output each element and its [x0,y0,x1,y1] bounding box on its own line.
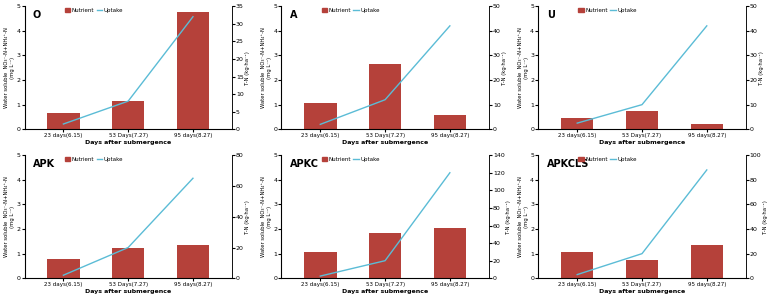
Bar [177,12,209,129]
Y-axis label: Water soluble  NO₃⁻-N+NH₄⁺-N
(mg L⁻¹): Water soluble NO₃⁻-N+NH₄⁺-N (mg L⁻¹) [4,176,15,257]
Bar [691,245,723,278]
Text: O: O [33,10,41,20]
X-axis label: Days after submergence: Days after submergence [599,140,685,145]
Bar [304,252,337,278]
Text: APK: APK [33,159,55,169]
Y-axis label: Water soluble  NO₃⁻-N+NH₄⁺-N
(mg L⁻¹): Water soluble NO₃⁻-N+NH₄⁺-N (mg L⁻¹) [518,27,529,108]
Y-axis label: T-N (kg·ha⁻¹): T-N (kg·ha⁻¹) [759,51,764,85]
Bar [691,124,723,129]
X-axis label: Days after submergence: Days after submergence [85,140,171,145]
Y-axis label: T-N (kg·ha⁻¹): T-N (kg·ha⁻¹) [245,200,250,234]
Text: U: U [547,10,554,20]
Legend: Nutrient, Uptake: Nutrient, Uptake [321,157,380,162]
Bar [626,111,659,129]
Y-axis label: Water soluble  NO₃⁻-N+NH₄⁺-N
(mg L⁻¹): Water soluble NO₃⁻-N+NH₄⁺-N (mg L⁻¹) [518,176,529,257]
Bar [304,103,337,129]
Bar [434,114,466,129]
Bar [47,259,80,278]
Bar [112,248,144,278]
Bar [626,260,659,278]
Y-axis label: T-N (kg·ha⁻¹): T-N (kg·ha⁻¹) [763,200,768,234]
Y-axis label: T-N (kg·ha⁻¹): T-N (kg·ha⁻¹) [502,51,507,85]
Bar [47,113,80,129]
Legend: Nutrient, Uptake: Nutrient, Uptake [321,8,380,13]
Bar [561,118,594,129]
Bar [369,64,401,129]
Y-axis label: Water soluble  NO₃⁻-N+NH₄⁺-N
(mg L⁻¹): Water soluble NO₃⁻-N+NH₄⁺-N (mg L⁻¹) [4,27,15,108]
Bar [112,101,144,129]
Legend: Nutrient, Uptake: Nutrient, Uptake [65,8,124,13]
X-axis label: Days after submergence: Days after submergence [85,289,171,294]
Bar [177,245,209,278]
X-axis label: Days after submergence: Days after submergence [342,289,428,294]
Y-axis label: T-N (kg·ha⁻¹): T-N (kg·ha⁻¹) [245,51,250,85]
Legend: Nutrient, Uptake: Nutrient, Uptake [578,8,637,13]
Y-axis label: Water soluble  NO₃⁻-N+NH₄⁺-N
(mg L⁻¹): Water soluble NO₃⁻-N+NH₄⁺-N (mg L⁻¹) [261,27,272,108]
X-axis label: Days after submergence: Days after submergence [342,140,428,145]
Legend: Nutrient, Uptake: Nutrient, Uptake [65,157,124,162]
Y-axis label: T-N (kg·ha⁻¹): T-N (kg·ha⁻¹) [506,200,511,234]
Bar [369,233,401,278]
X-axis label: Days after submergence: Days after submergence [599,289,685,294]
Y-axis label: Water soluble  NO₃⁻-N+NH₄⁺-N
(mg L⁻¹): Water soluble NO₃⁻-N+NH₄⁺-N (mg L⁻¹) [261,176,272,257]
Bar [434,228,466,278]
Text: APKC: APKC [290,159,319,169]
Text: A: A [290,10,297,20]
Bar [561,252,594,278]
Text: APKCLS: APKCLS [547,159,589,169]
Legend: Nutrient, Uptake: Nutrient, Uptake [578,157,637,162]
